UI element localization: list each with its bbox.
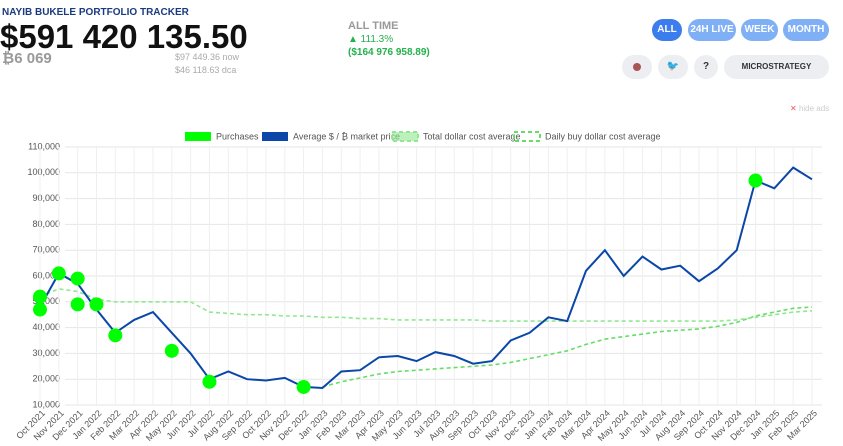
purchase-point [33,302,47,317]
y-tick-label: 110,000 [28,141,60,151]
legend-label: Average $ / ₿ market price [293,131,400,141]
purchase-point [89,297,104,312]
alltime-pct: ▲ 111.3% [348,34,394,45]
range-button[interactable]: 24H LIVE [688,19,736,41]
y-tick-label: 80,000 [32,219,60,229]
legend-label: Daily buy dollar cost average [545,131,661,141]
y-tick-label: 70,000 [32,245,60,255]
site-title: NAYIB BUKELE PORTFOLIO TRACKER [2,7,189,18]
price-now: $97 449.36 now [175,52,240,62]
portfolio-value: $591 420 135.50 [0,18,248,55]
series-line [39,288,813,322]
legend-swatch [513,131,541,142]
icon-button[interactable] [622,55,652,79]
purchase-point [70,297,85,312]
purchase-point [202,374,217,389]
purchase-point [51,266,66,281]
purchase-point [748,173,763,188]
purchase-point [296,379,311,394]
range-button[interactable]: MONTH [783,19,829,41]
y-tick-label: 100,000 [27,167,60,177]
y-tick-label: 20,000 [32,374,60,384]
twitter-button[interactable]: 🐦 [658,55,688,79]
legend-label: Total dollar cost average [423,131,521,141]
hide-ads-text[interactable]: hide ads [798,104,830,113]
purchase-point [164,343,179,358]
alltime-label: ALL TIME [348,20,399,32]
btc-amount: ₿6 069 [2,50,52,67]
series-line [39,166,813,390]
y-tick-label: 50,000 [32,296,60,306]
purchase-point [108,328,123,343]
series-line [322,306,813,388]
legend-swatch [262,132,288,141]
legend-swatch [185,132,211,141]
range-button[interactable]: ALL [652,19,682,41]
help-button[interactable]: ? [694,55,718,79]
y-tick-label: 60,000 [32,270,60,280]
alltime-usd: ($164 976 958.89) [348,47,430,58]
hide-ads[interactable]: ✕ hide ads [790,104,830,113]
y-tick-label: 90,000 [32,193,60,203]
legend-label: Purchases [216,131,259,141]
y-tick-label: 30,000 [32,348,60,358]
legend-swatch [391,131,419,142]
price-dca: $46 118.63 dca [175,65,237,75]
purchase-point [33,289,47,304]
y-tick-label: 40,000 [32,322,60,332]
microstrategy-button[interactable]: MICROSTRATEGY [724,55,829,79]
y-tick-label: 10,000 [32,399,60,409]
purchase-point [70,271,85,286]
range-button[interactable]: WEEK [741,19,778,41]
